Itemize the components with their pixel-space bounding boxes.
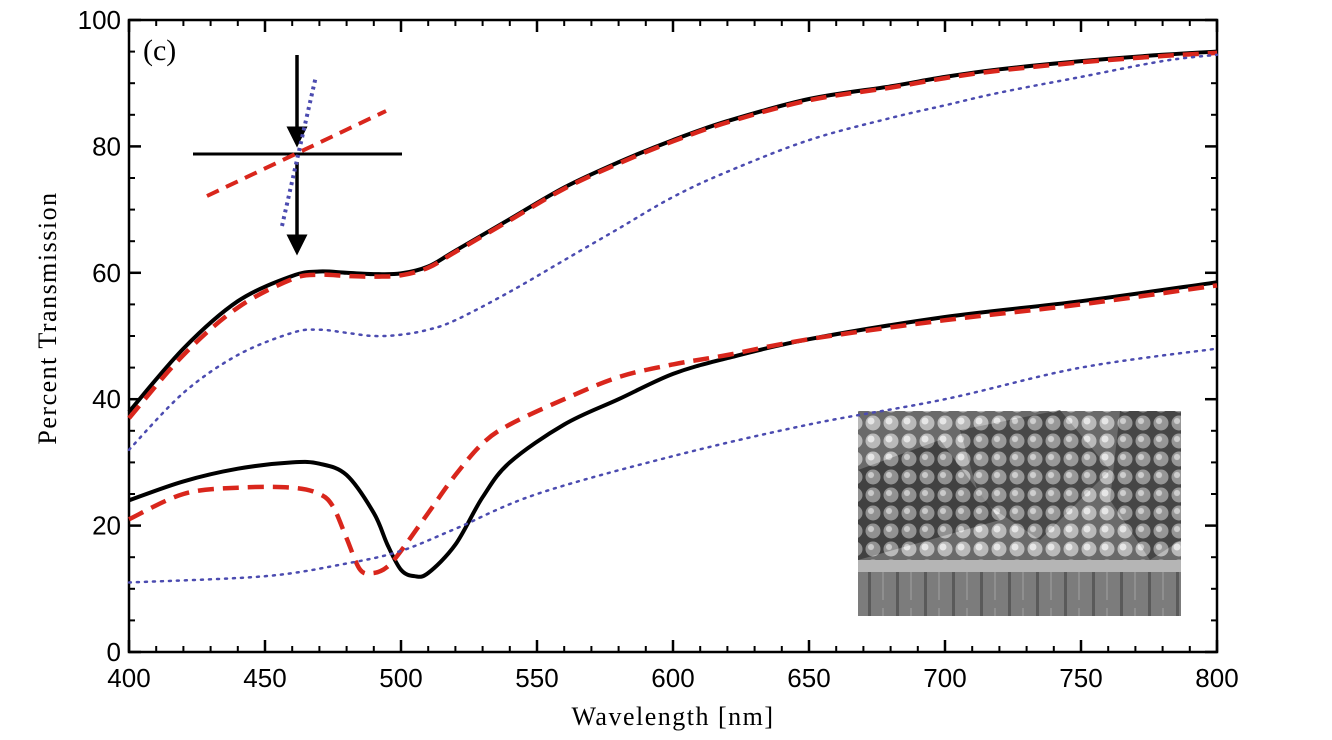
series-line-3-dotted [127, 53, 1219, 452]
x-tick-label: 700 [923, 663, 966, 693]
y-axis-ticks [129, 18, 1217, 654]
x-tick-label: 500 [379, 663, 422, 693]
series-line-1-solid [127, 49, 1218, 414]
x-axis-tick-labels: 400 450 500 550 600 650 700 750 800 [107, 663, 1238, 693]
y-tick-label: 20 [92, 511, 121, 541]
x-tick-label: 450 [243, 663, 286, 693]
y-tick-label: 80 [92, 131, 121, 161]
y-axis-tick-labels: 0 20 40 60 80 100 [78, 5, 121, 667]
series-line-6-dotted [127, 347, 1219, 584]
y-tick-label: 40 [92, 384, 121, 414]
sem-inset-image [858, 410, 1181, 616]
dotted-polarization-line [280, 75, 318, 227]
series-line-5-dashed [128, 283, 1218, 577]
series-line-2-dashed [127, 50, 1218, 420]
data-series [127, 49, 1219, 584]
x-tick-label: 750 [1059, 663, 1102, 693]
polarization-schematic [193, 55, 402, 256]
x-tick-label: 600 [651, 663, 694, 693]
x-tick-label: 400 [107, 663, 150, 693]
x-tick-label: 650 [787, 663, 830, 693]
panel-label: (c) [143, 34, 176, 67]
x-axis-title: Wavelength [nm] [571, 702, 774, 731]
x-tick-label: 800 [1195, 663, 1238, 693]
y-axis-title: Percent Transmission [33, 191, 62, 444]
x-tick-label: 550 [515, 663, 558, 693]
dashed-polarization-line [206, 109, 387, 198]
y-tick-label: 60 [92, 258, 121, 288]
y-tick-label: 100 [78, 5, 121, 35]
y-tick-label: 0 [107, 637, 121, 667]
x-axis-ticks [127, 20, 1219, 652]
